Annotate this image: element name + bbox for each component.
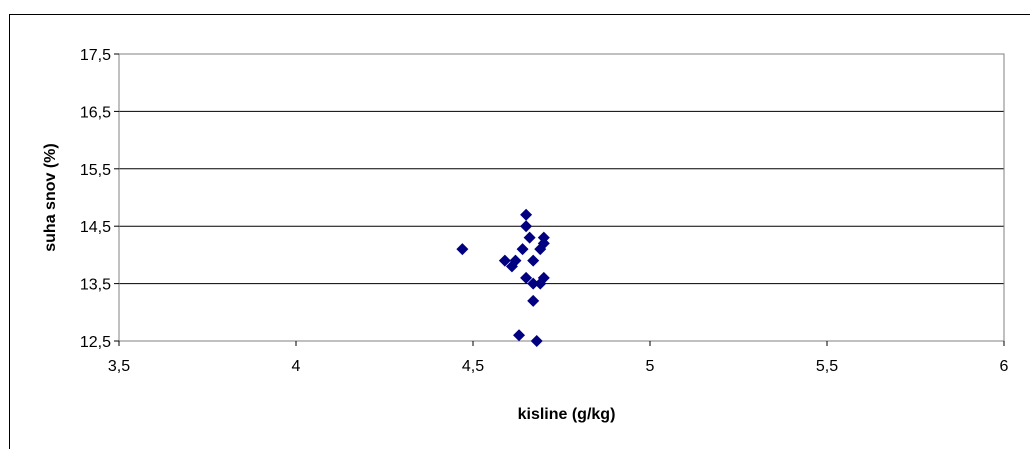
x-tick-label: 3,5 <box>108 358 130 375</box>
y-tick-label: 15,5 <box>80 162 111 179</box>
data-point <box>520 208 533 221</box>
x-tick-label: 6 <box>1000 358 1009 375</box>
data-point <box>513 329 526 342</box>
y-tick-label: 14,5 <box>80 219 111 236</box>
data-point <box>498 254 511 267</box>
data-point <box>516 243 529 256</box>
chart-frame <box>9 14 1030 449</box>
data-point <box>537 237 550 250</box>
data-point <box>527 294 540 307</box>
x-tick-label: 5,5 <box>816 358 838 375</box>
x-axis-ticks: 3,5 4 4,5 5 5,5 6 <box>108 341 1009 375</box>
data-point <box>509 254 522 267</box>
y-axis-title: suha snov (%) <box>42 143 59 251</box>
y-tick-label: 13,5 <box>80 277 111 294</box>
x-tick-label: 5 <box>646 358 655 375</box>
data-point <box>537 271 550 284</box>
y-tick-label: 17,5 <box>80 47 111 64</box>
y-tick-label: 12,5 <box>80 334 111 351</box>
plot-area <box>118 53 1005 342</box>
data-point <box>527 277 540 290</box>
x-axis-title: kisline (g/kg) <box>518 406 616 423</box>
data-point <box>520 271 533 284</box>
y-tick-label: 16,5 <box>80 104 111 121</box>
x-tick-label: 4,5 <box>462 358 484 375</box>
data-points <box>456 208 550 347</box>
data-point <box>530 335 543 347</box>
y-axis-ticks: 12,5 13,5 14,5 15,5 16,5 17,5 <box>80 47 119 351</box>
data-point <box>527 254 540 267</box>
data-point <box>520 220 533 233</box>
data-point <box>523 231 536 244</box>
gridlines <box>119 53 1004 342</box>
x-tick-label: 4 <box>292 358 301 375</box>
data-point <box>456 243 469 256</box>
